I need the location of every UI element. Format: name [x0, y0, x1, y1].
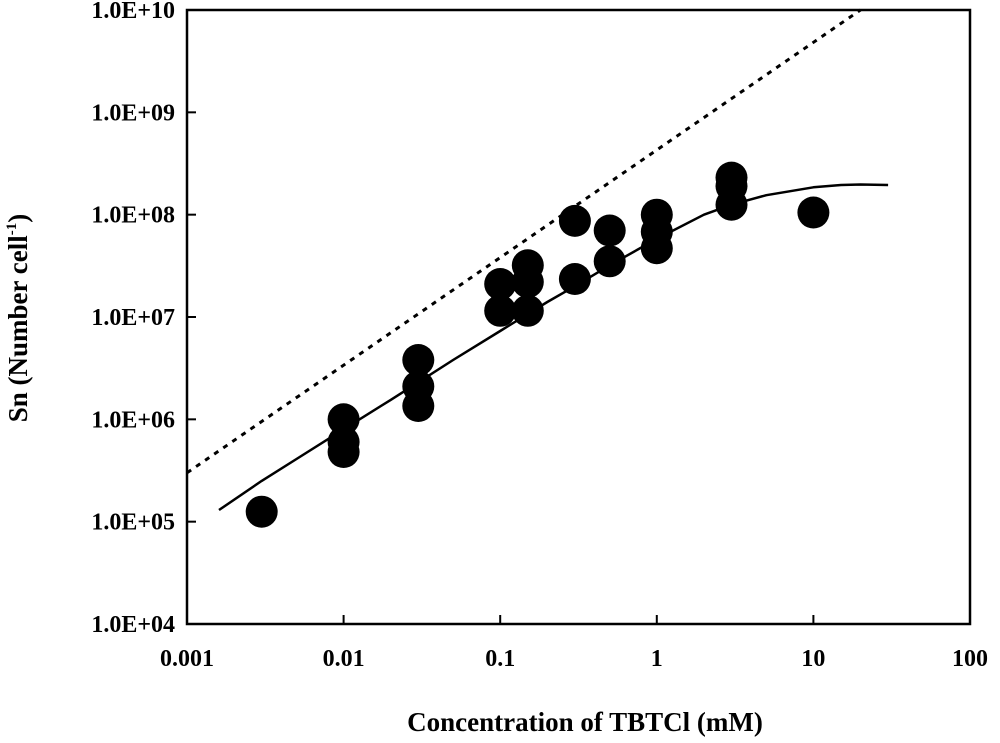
x-tick-label: 10	[801, 646, 825, 672]
data-point	[558, 263, 591, 295]
data-point	[558, 204, 591, 237]
data-point	[797, 196, 830, 229]
x-tick-label: 0.001	[160, 646, 214, 672]
labels-layer: 1.0E+04 1.0E+05 1.0E+06 1.0E+07 1.0E+08 1.0E+…	[91, 0, 988, 672]
data-point	[593, 245, 626, 278]
y-tick-label: 1.0E+05	[91, 510, 175, 536]
y-axis-title: Sn (Number cell-1)	[3, 214, 33, 423]
data-point	[715, 188, 748, 221]
y-tick-label: 1.0E+06	[91, 407, 175, 433]
data-point	[402, 344, 435, 376]
data-point	[327, 436, 360, 468]
data-point	[245, 495, 278, 528]
data-point	[511, 266, 544, 298]
x-tick-label: 0.1	[485, 646, 515, 672]
axes-layer	[185, 8, 972, 626]
y-axis-title-superscript: -1	[4, 223, 20, 236]
data-point	[511, 294, 544, 327]
fitted-curve-line	[218, 183, 889, 512]
points-layer	[245, 161, 830, 528]
x-tick-label: 1	[651, 646, 663, 672]
x-tick-label: 100	[952, 646, 988, 672]
dotted-reference-line	[186, 8, 862, 475]
y-tick-label: 1.0E+09	[91, 100, 175, 126]
plot-frame	[185, 8, 972, 626]
data-point	[640, 232, 673, 265]
y-tick-label: 1.0E+10	[91, 0, 175, 24]
x-tick-label: 0.01	[323, 646, 365, 672]
data-point	[402, 390, 435, 422]
data-point	[327, 403, 360, 436]
y-tick-label: 1.0E+08	[91, 203, 175, 229]
data-point	[484, 268, 517, 300]
data-point	[593, 214, 626, 247]
y-tick-label: 1.0E+07	[91, 305, 175, 331]
data-point	[484, 294, 517, 327]
x-axis-title: Concentration of TBTCl (mM)	[407, 707, 763, 737]
y-tick-label: 1.0E+04	[91, 612, 175, 638]
y-axis-title-main: Sn (Number cell	[3, 235, 33, 422]
y-axis-title-close: )	[3, 214, 33, 223]
